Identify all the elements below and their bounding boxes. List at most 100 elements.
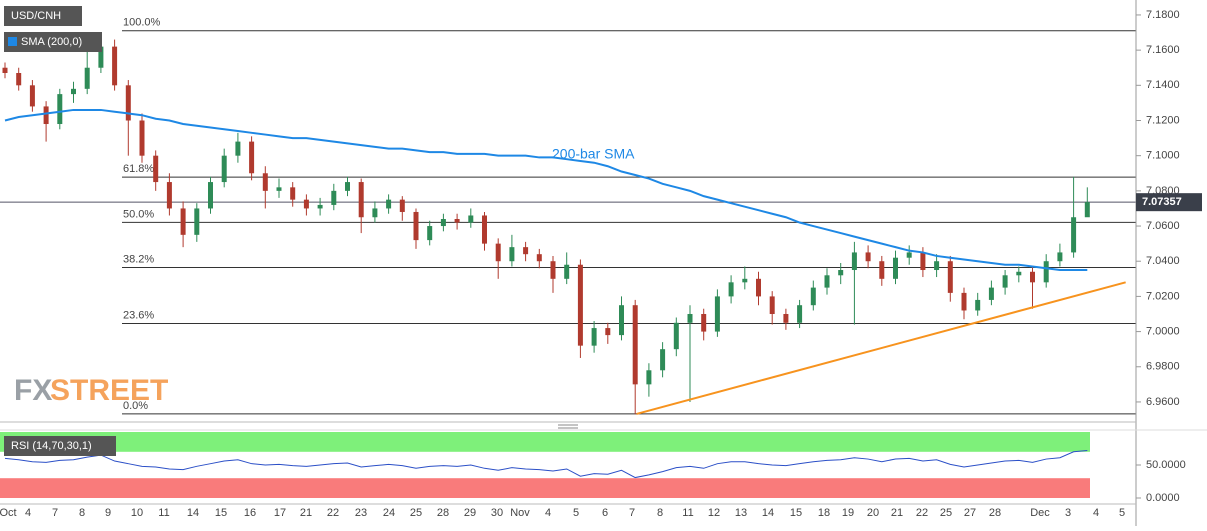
candle-body [536,254,542,262]
x-tick-label: 15 [215,507,227,519]
x-tick-label: 30 [491,507,503,519]
candle-body [728,282,734,297]
candle-body [550,261,556,279]
candle-body [194,208,200,235]
rsi-line [4,449,1088,479]
symbol-title: USD/CNH [11,10,61,22]
candle-body [495,243,501,262]
candle-body [427,226,433,241]
x-tick-label: 11 [682,507,693,519]
price-tag [1136,193,1202,212]
candle-body [208,182,213,209]
candle-body [865,252,871,262]
candle-body [235,141,241,156]
x-tick-label: 18 [818,507,830,519]
candle-body [153,155,159,183]
x-tick-label: 21 [300,507,312,519]
candle-body [509,247,515,262]
candle-body [879,261,885,279]
x-tick-label: 21 [891,507,903,519]
candle-body [1002,275,1008,288]
candle-body [262,173,268,191]
x-tick-label: 15 [790,507,802,519]
candle-body [482,215,487,244]
candle-body [386,199,392,209]
candle-body [975,299,981,311]
x-tick-label: 25 [410,507,422,519]
rsi-tick-label: 50.0000 [1146,459,1186,471]
candle-body [345,182,350,191]
fib-label: 50.0% [123,208,154,220]
candle-body [331,190,337,205]
candle-body [673,322,679,350]
candle-body [43,106,49,125]
x-tick-label: 5 [573,507,579,519]
oversold-zone [0,478,1090,498]
candle-body [797,305,803,323]
x-tick-label: 14 [762,507,774,519]
fib-label: 61.8% [123,163,154,175]
x-tick-label: 7 [52,507,58,519]
candle-body [1043,261,1049,283]
candle-body [714,296,720,332]
x-tick-label: 8 [657,507,663,519]
x-tick-label: 23 [355,507,367,519]
candle-body [523,247,529,255]
x-tick-label: 12 [708,507,720,519]
candle-body [619,305,624,336]
candle-body [413,211,419,241]
x-tick-label: 20 [867,507,879,519]
candle-body [906,252,912,258]
rsi-box[interactable] [4,436,116,456]
candle-body [934,261,940,271]
x-tick-label: 9 [105,507,111,519]
sma-annotation: 200-bar SMA [552,146,635,162]
candle-body [84,67,90,89]
candle-body [947,261,953,293]
candle-body [783,313,789,323]
x-tick-label: 11 [158,507,169,519]
x-tick-label: Dec [1030,507,1050,519]
candle-body [577,264,583,346]
candle-body [893,257,898,279]
x-tick-label: 4 [25,507,31,519]
y-tick-label: 7.0200 [1146,290,1180,302]
candle-body [1084,202,1090,218]
x-tick-label: 6 [602,507,608,519]
x-tick-label: Oct [0,507,17,519]
watermark-street: STREET [50,374,168,407]
fib-label: 38.2% [123,253,154,265]
candle-body [632,305,638,385]
x-tick-label: 28 [437,507,449,519]
candle-body [276,187,282,191]
rsi-tick-label: 0.0000 [1146,492,1180,504]
y-tick-label: 7.0600 [1146,220,1180,232]
resize-handle[interactable] [558,424,578,429]
symbol-box[interactable] [4,6,82,26]
x-tick-label: 4 [545,507,551,519]
x-tick-label: 17 [274,507,286,519]
candle-body [454,219,460,223]
indicator-label: SMA (200,0) [21,36,82,48]
candle-body [166,182,172,209]
fib-label: 23.6% [123,309,154,321]
candle-body [564,264,570,279]
y-tick-label: 6.9600 [1146,396,1180,408]
candle-body [221,155,227,183]
rsi-title: RSI (14,70,30,1) [11,440,92,452]
candle-body [961,292,967,311]
indicator-box[interactable] [4,32,102,52]
candle-body [756,278,761,297]
candle-body [851,252,857,271]
y-tick-label: 7.1200 [1146,114,1180,126]
y-tick-label: 7.0400 [1146,255,1180,267]
x-tick-label: 8 [79,507,85,519]
candle-body [290,187,296,200]
x-tick-label: 16 [244,507,256,519]
y-tick-label: 6.9800 [1146,361,1180,373]
x-tick-label: 28 [989,507,1001,519]
x-tick-label: 25 [940,507,952,519]
candle-body [1016,271,1022,276]
candle-body [71,88,76,95]
